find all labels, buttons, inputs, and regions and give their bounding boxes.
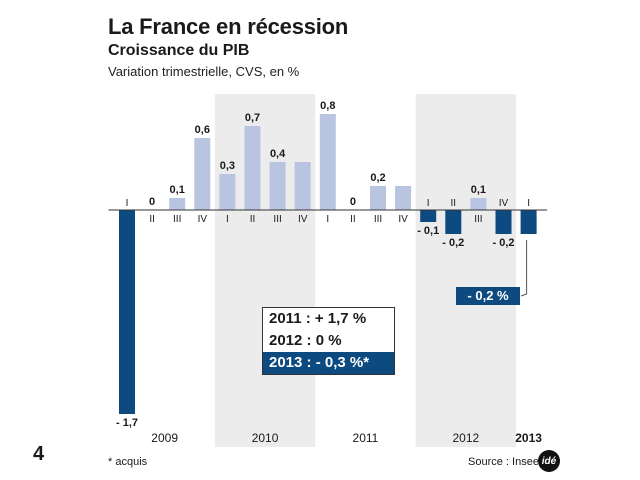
- quarter-label-2010-IV: IV: [298, 214, 308, 225]
- quarter-label-2009-IV: IV: [198, 214, 208, 225]
- value-label-2012-IV: - 0,2: [492, 237, 514, 249]
- value-label-2011-II: 0: [350, 196, 356, 208]
- chart-description: Variation trimestrielle, CVS, en %: [108, 64, 300, 79]
- year-shade-2012: [415, 94, 517, 447]
- quarter-label-2012-III: III: [474, 214, 482, 225]
- quarter-label-2011-III: III: [374, 214, 382, 225]
- quarter-label-2009-II: II: [149, 214, 155, 225]
- footnote: * acquis: [108, 456, 148, 468]
- bar-2013-I: [520, 210, 537, 234]
- annual-totals-box: 2011 : + 1,7 % 2012 : 0 % 2013 : - 0,3 %…: [262, 307, 395, 375]
- total-2012: 2012 : 0 %: [269, 332, 342, 349]
- bar-2012-II: [445, 210, 462, 234]
- quarter-label-2010-III: III: [273, 214, 281, 225]
- value-label-2010-II: 0,7: [245, 112, 260, 124]
- quarter-label-2011-I: I: [326, 214, 329, 225]
- quarter-label-2012-IV: IV: [499, 198, 509, 209]
- value-label-2009-I: - 1,7: [116, 417, 138, 429]
- value-label-2010-I: 0,3: [220, 160, 235, 172]
- bar-2009-III: [169, 198, 186, 210]
- source-credit: Source : Insee: [468, 456, 539, 468]
- value-label-2012-III: 0,1: [471, 184, 486, 196]
- value-label-2009-III: 0,1: [170, 184, 185, 196]
- bar-2012-IV: [495, 210, 512, 234]
- bar-2010-I: [219, 174, 236, 210]
- value-label-2009-IV: 0,6: [195, 124, 210, 136]
- quarter-label-2013-I: I: [527, 198, 530, 209]
- quarter-label-2012-II: II: [451, 198, 457, 209]
- bar-2009-IV: [194, 138, 211, 210]
- bar-2009-I: [119, 210, 135, 414]
- quarter-label-2009-I: I: [126, 198, 129, 209]
- quarter-label-2009-III: III: [173, 214, 181, 225]
- value-label-2009-II: 0: [149, 196, 155, 208]
- acquis-connector-line: [520, 240, 528, 297]
- total-2011: 2011 : + 1,7 %: [269, 310, 367, 327]
- bar-2012-I: [420, 210, 437, 222]
- value-label-2011-I: 0,8: [320, 100, 335, 112]
- page-number: 4: [33, 443, 45, 465]
- year-shade-2010: [214, 94, 316, 447]
- year-label-2010: 2010: [252, 431, 279, 445]
- year-label-2009: 2009: [151, 431, 178, 445]
- bar-2010-II: [244, 126, 261, 210]
- year-label-2011: 2011: [353, 431, 379, 445]
- quarter-label-2012-I: I: [427, 198, 430, 209]
- bar-2011-IV: [395, 186, 412, 210]
- quarter-label-2011-II: II: [350, 214, 356, 225]
- publisher-logo: idé: [538, 450, 560, 472]
- quarter-label-2010-I: I: [226, 214, 229, 225]
- total-2013: 2013 : - 0,3 %*: [263, 352, 394, 374]
- value-label-2010-III: 0,4: [270, 148, 286, 160]
- bar-2010-III: [269, 162, 286, 210]
- quarter-label-2010-II: II: [250, 214, 256, 225]
- year-label-2012: 2012: [452, 431, 479, 445]
- quarter-label-2011-IV: IV: [398, 214, 408, 225]
- year-label-2013: 2013: [515, 431, 542, 445]
- chart-subtitle: Croissance du PIB: [108, 42, 250, 59]
- acquis-callout: - 0,2 %: [456, 287, 520, 305]
- value-label-2012-II: - 0,2: [442, 237, 464, 249]
- bar-2011-I: [319, 114, 336, 210]
- bar-2010-IV: [294, 162, 311, 210]
- value-label-2012-I: - 0,1: [417, 225, 439, 237]
- page-title: La France en récession: [108, 14, 349, 39]
- value-label-2011-III: 0,2: [370, 172, 385, 184]
- bar-2011-III: [370, 186, 386, 210]
- bar-2012-III: [470, 198, 487, 210]
